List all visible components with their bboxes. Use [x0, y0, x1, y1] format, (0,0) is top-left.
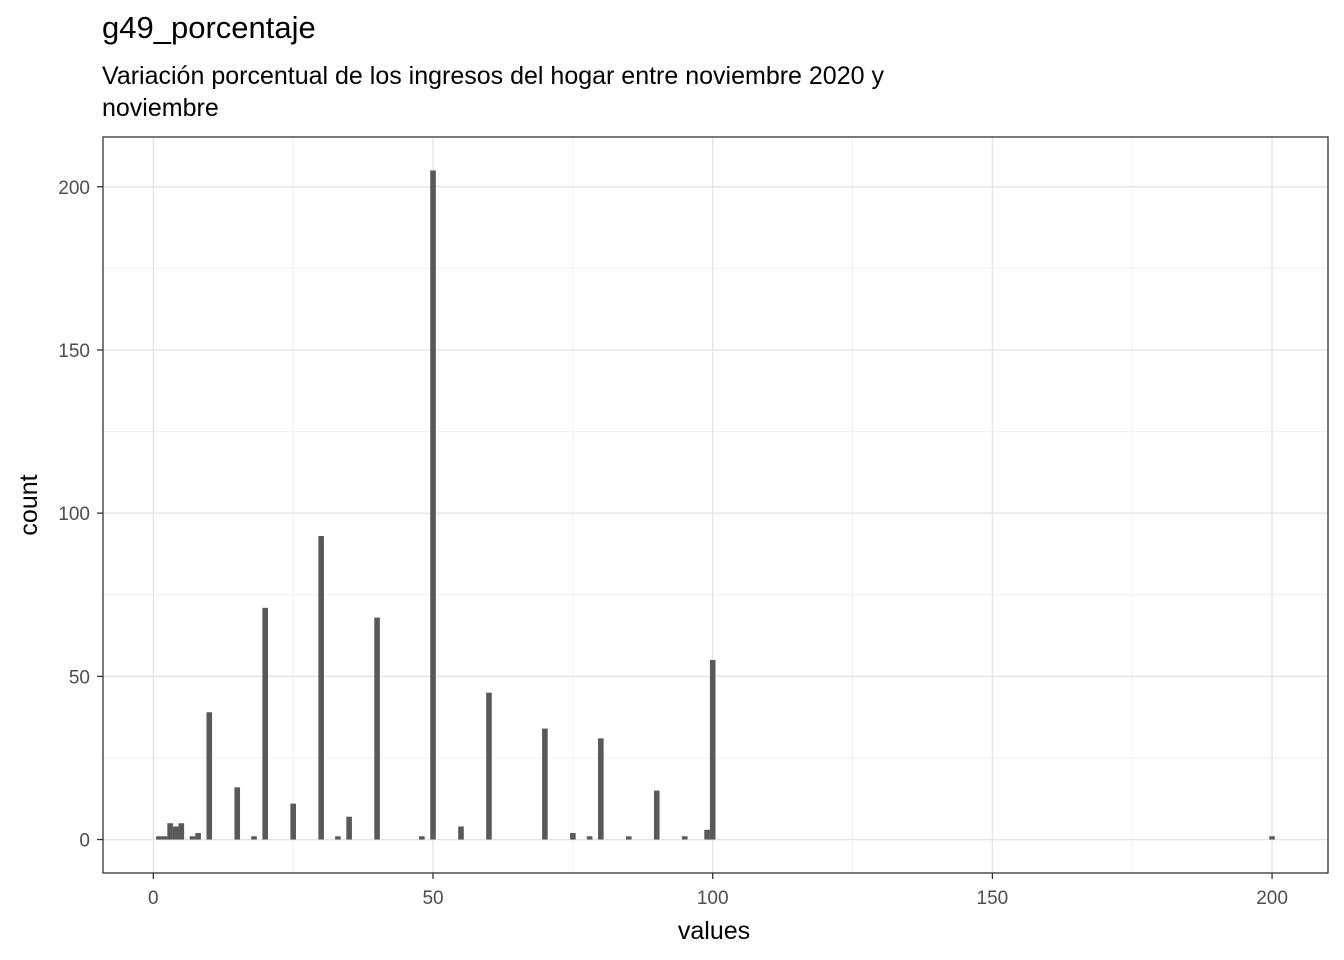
histogram-bar: [195, 833, 201, 840]
histogram-bar: [430, 170, 436, 840]
histogram-bar: [318, 536, 324, 840]
x-tick-label: 50: [422, 888, 443, 909]
histogram-bar: [598, 738, 604, 840]
histogram-bar: [290, 803, 296, 840]
x-axis-ticks: 0 50 100 150 200: [148, 873, 1288, 909]
y-tick-label: 0: [79, 831, 90, 852]
y-axis-ticks: 0 50 100 150 200: [58, 178, 103, 852]
histogram-bar: [681, 836, 688, 840]
histogram-bar: [653, 790, 660, 840]
x-axis-title: values: [678, 917, 750, 945]
histogram-bar: [709, 660, 716, 840]
x-tick-label: 200: [1256, 888, 1288, 909]
histogram-bar: [570, 833, 576, 840]
x-tick-label: 150: [977, 888, 1009, 909]
y-tick-label: 100: [58, 504, 90, 525]
histogram-bar: [189, 836, 196, 840]
chart-subtitle: Variación porcentual de los ingresos del…: [102, 62, 884, 122]
histogram-bar: [486, 692, 492, 840]
y-tick-label: 50: [69, 667, 90, 688]
histogram-bar: [178, 823, 185, 840]
histogram-bar: [626, 836, 632, 840]
histogram-bar: [172, 826, 179, 840]
histogram-bar: [335, 836, 341, 840]
histogram-bar: [167, 823, 173, 840]
histogram-bar: [262, 607, 269, 840]
x-tick-label: 100: [697, 888, 729, 909]
histogram-bar: [1269, 836, 1275, 840]
plot-panel-border: [102, 136, 1329, 874]
y-tick-label: 200: [58, 178, 90, 199]
histogram-bar: [419, 836, 425, 840]
histogram-bar: [156, 836, 162, 840]
histogram-bar: [374, 617, 380, 840]
histogram-bar: [346, 816, 352, 840]
chart-title: g49_porcentaje: [102, 10, 316, 45]
histogram-bar: [704, 829, 710, 840]
y-tick-label: 150: [58, 341, 90, 362]
histogram-bar: [586, 836, 593, 840]
histogram-bar: [542, 728, 548, 840]
histogram-bar: [234, 787, 241, 840]
x-tick-label: 0: [148, 888, 159, 909]
bars: [156, 170, 1275, 840]
histogram-bar: [161, 836, 168, 840]
histogram-bar: [458, 826, 464, 840]
histogram-bar: [206, 712, 213, 840]
y-axis-title: count: [15, 474, 43, 535]
histogram-bar: [251, 836, 257, 840]
